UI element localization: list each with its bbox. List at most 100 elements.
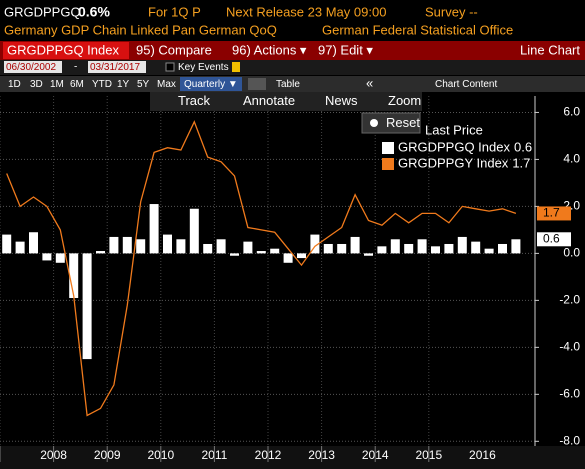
y-tick-label: -4.0	[559, 340, 580, 354]
bar	[498, 243, 507, 254]
last-value-label: 1.7	[543, 206, 560, 220]
period: For 1Q P	[148, 4, 201, 19]
menu-item[interactable]: 96) Actions ▾	[232, 42, 307, 57]
chart-icon[interactable]	[248, 78, 266, 90]
y-tick-label: 6.0	[563, 105, 580, 119]
bar	[364, 253, 373, 256]
date-box[interactable]	[4, 61, 62, 73]
period-button[interactable]: 1D	[8, 79, 21, 90]
table-button[interactable]: Table	[276, 79, 300, 90]
bar	[484, 248, 494, 254]
key-events[interactable]: Key Events	[178, 62, 229, 73]
bar	[96, 251, 105, 254]
bar	[109, 236, 119, 254]
last-value-label: 0.6	[543, 231, 560, 245]
security-box[interactable]	[3, 42, 129, 59]
frequency[interactable]: Quarterly ▼	[184, 79, 238, 90]
bar	[69, 253, 79, 299]
bar	[82, 253, 92, 360]
period-button[interactable]: 6M	[70, 79, 84, 90]
legend-swatch	[382, 158, 394, 170]
bar	[256, 251, 266, 254]
bar	[417, 239, 427, 254]
chart-tool[interactable]: News	[325, 93, 358, 108]
x-tick-label: 2016	[469, 448, 496, 462]
period-button[interactable]: 1Y	[117, 79, 130, 90]
start-date[interactable]: 06/30/2002	[6, 62, 56, 73]
source: German Federal Statistical Office	[322, 22, 513, 37]
frequency-box[interactable]	[180, 77, 242, 91]
legend-label: GRGDPPGQ Index	[398, 139, 510, 154]
line	[6, 120, 517, 417]
ticker: GRGDPPGQ	[4, 4, 81, 19]
chart-tool[interactable]: Track	[178, 93, 211, 108]
bar	[511, 239, 521, 254]
bar	[149, 204, 159, 254]
period-button[interactable]: Max	[157, 79, 176, 90]
bar	[337, 243, 347, 254]
bar	[55, 253, 65, 263]
bar	[377, 246, 387, 254]
bar	[216, 239, 226, 254]
bar	[15, 241, 25, 254]
bar	[283, 253, 293, 263]
menu-bar	[0, 41, 585, 60]
reset-icon[interactable]	[370, 119, 378, 127]
period-button[interactable]: 1M	[50, 79, 64, 90]
bar	[42, 253, 52, 261]
bar	[230, 253, 239, 256]
bar	[431, 246, 440, 254]
range-separator: -	[74, 62, 77, 73]
bar	[457, 236, 467, 254]
chart-toolbar	[150, 92, 422, 111]
bar	[310, 234, 320, 254]
last-value-box	[537, 232, 571, 247]
bar	[350, 236, 360, 254]
survey: Survey --	[425, 4, 478, 19]
reset-box[interactable]	[361, 112, 421, 134]
range-bar	[0, 60, 585, 75]
last-value: 0.6%	[78, 4, 110, 20]
chart-tool[interactable]: Zoom	[388, 93, 421, 108]
info-icon[interactable]	[232, 62, 240, 72]
bar	[390, 239, 400, 254]
bar	[243, 241, 253, 254]
chart-tool[interactable]: Annotate	[243, 93, 295, 108]
period-button[interactable]: 5Y	[137, 79, 150, 90]
bar	[176, 239, 186, 254]
last-value-box	[537, 206, 571, 221]
legend-value: 0.6	[514, 139, 532, 154]
menu-item[interactable]: 95) Compare	[136, 42, 212, 57]
reset-button[interactable]: Reset	[386, 115, 420, 130]
description: Germany GDP Chain Linked Pan German QoQ	[4, 22, 277, 37]
bar	[2, 234, 12, 254]
bar	[471, 241, 481, 254]
bar	[136, 239, 146, 254]
bar	[297, 253, 306, 259]
date-box[interactable]	[88, 61, 146, 73]
y-tick-label: 4.0	[563, 152, 580, 166]
legend-label: GRGDPPGY Index	[398, 155, 509, 170]
checkbox[interactable]	[165, 62, 175, 72]
bar	[122, 236, 132, 254]
view-name: Line Chart	[520, 42, 580, 57]
y-tick-label: -6.0	[559, 386, 580, 400]
bar	[189, 208, 199, 254]
bar	[404, 243, 414, 254]
bar	[323, 243, 333, 254]
legend-value: 1.7	[512, 155, 530, 170]
period-button[interactable]: 3D	[30, 79, 43, 90]
bar	[163, 234, 172, 254]
legend-swatch	[382, 142, 394, 154]
period-button[interactable]: YTD	[92, 79, 112, 90]
security[interactable]: GRGDPPGQ Index	[7, 42, 119, 57]
bar	[270, 248, 280, 254]
chart-content[interactable]: Chart Content	[435, 79, 497, 90]
x-axis-bar	[0, 446, 585, 469]
end-date[interactable]: 03/31/2017	[90, 62, 140, 73]
collapse-icon[interactable]: «	[366, 75, 373, 90]
next-release: Next Release 23 May 09:00	[226, 4, 386, 19]
legend-title: Last Price	[425, 122, 483, 137]
menu-item[interactable]: 97) Edit ▾	[318, 42, 373, 57]
